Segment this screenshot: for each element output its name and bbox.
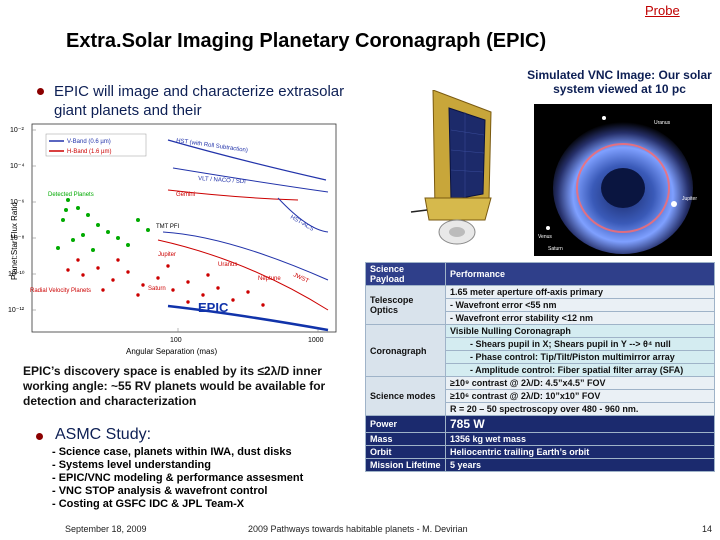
table-row: - Phase control: Tip/Tilt/Piston multimi… <box>366 350 715 364</box>
vnc-label: Saturn <box>548 246 563 252</box>
list-item: - EPIC/VNC modeling & performance assesm… <box>52 472 304 484</box>
table-row: Mission Lifetime 5 years <box>365 458 715 472</box>
row-value: Heliocentric trailing Earth’s orbit <box>445 445 715 459</box>
table-row: Telescope Optics 1.65 meter aperture off… <box>365 285 715 325</box>
epic-curve-label: EPIC <box>198 300 229 315</box>
table-row: - Shears pupil in X; Shears pupil in Y -… <box>366 337 715 351</box>
vnc-simulated-image: Uranus Jupiter Venus Saturn <box>534 104 712 256</box>
list-item: - Costing at GSFC IDC & JPL Team-X <box>52 498 245 510</box>
table-header: Science Payload <box>365 262 446 286</box>
table-row: ≥10⁶ contrast @ 2λ/D: 10”x10” FOV <box>366 389 715 403</box>
row-value: - Phase control: Tip/Tilt/Piston multimi… <box>445 350 715 364</box>
x-axis-label: Angular Separation (mas) <box>126 347 217 356</box>
vnc-caption: Simulated VNC Image: Our solar system vi… <box>527 68 712 96</box>
row-value: 1356 kg wet mass <box>445 432 715 446</box>
curve-label: TMT PFI <box>156 224 180 230</box>
footer-center: 2009 Pathways towards habitable planets … <box>248 524 468 534</box>
vnc-label: Uranus <box>654 120 671 126</box>
table-row: Power 785 W <box>365 415 715 433</box>
row-value: - Wavefront error stability <12 nm <box>445 311 715 325</box>
vnc-label: Jupiter <box>682 196 697 202</box>
spacecraft-illustration <box>405 89 510 250</box>
group-label: Radial Velocity Planets <box>30 288 91 294</box>
list-item: - Systems level understanding <box>52 459 211 471</box>
row-category: Orbit <box>365 445 446 459</box>
list-item: - Science case, planets within IWA, dust… <box>52 446 292 458</box>
table-row: - Wavefront error <55 nm <box>366 298 715 312</box>
y-tick: 10⁻¹⁰ <box>8 270 25 278</box>
row-value: ≥10⁹ contrast @ 2λ/D: 4.5”x4.5” FOV <box>445 376 715 390</box>
group-label: Uranus <box>218 262 237 268</box>
epic-bullet-text: EPIC will image and characterize extraso… <box>54 83 345 119</box>
table-row: - Amplitude control: Fiber spatial filte… <box>366 363 715 377</box>
curve-label: Gemini <box>176 192 195 198</box>
y-tick: 10⁻⁸ <box>10 235 24 242</box>
row-value: - Wavefront error <55 nm <box>445 298 715 312</box>
bullet-icon <box>37 88 44 95</box>
bullet-icon <box>36 433 43 440</box>
row-category: Telescope Optics <box>365 285 446 325</box>
performance-table: Science Payload Performance Telescope Op… <box>365 262 715 472</box>
table-row: Orbit Heliocentric trailing Earth’s orbi… <box>365 445 715 459</box>
row-value: - Shears pupil in X; Shears pupil in Y -… <box>445 337 715 351</box>
row-value: ≥10⁶ contrast @ 2λ/D: 10”x10” FOV <box>445 389 715 403</box>
row-category: Coronagraph <box>365 324 446 377</box>
group-label: Detected Planets <box>48 192 94 198</box>
legend-h-band: H-Band (1.6 µm) <box>67 149 111 155</box>
group-label: Jupiter <box>158 252 176 258</box>
footer-date: September 18, 2009 <box>65 524 147 534</box>
table-row: Mass 1356 kg wet mass <box>365 432 715 446</box>
row-value: 1.65 meter aperture off-axis primary <box>445 285 715 299</box>
row-category: Mass <box>365 432 446 446</box>
row-category: Power <box>365 415 446 433</box>
y-tick: 10⁻¹² <box>8 307 25 314</box>
row-value: - Amplitude control: Fiber spatial filte… <box>445 363 715 377</box>
legend-v-band: V-Band (0.6 µm) <box>67 139 111 145</box>
probe-link[interactable]: Probe <box>645 3 680 18</box>
y-tick: 10⁻⁴ <box>10 163 25 170</box>
vnc-label: Venus <box>538 234 552 240</box>
table-header-row: Science Payload Performance <box>365 262 715 286</box>
row-category: Science modes <box>365 376 446 416</box>
y-axis-label: Planet:Star Flux Ratio <box>10 202 19 280</box>
row-value: 5 years <box>445 458 715 472</box>
flux-ratio-plot: 10⁻² 10⁻⁴ 10⁻⁶ 10⁻⁸ 10⁻¹⁰ 10⁻¹² 100 1000… <box>8 120 338 360</box>
page-number: 14 <box>702 524 713 534</box>
x-tick: 1000 <box>308 337 324 344</box>
table-header: Performance <box>445 262 715 286</box>
row-category: Mission Lifetime <box>365 458 446 472</box>
asmc-list: - Science case, planets within IWA, dust… <box>52 446 303 511</box>
slide-title: Extra.Solar Imaging Planetary Coronagrap… <box>66 30 547 52</box>
group-label: Neptune <box>258 276 281 282</box>
row-value: R = 20 – 50 spectroscopy over 480 - 960 … <box>445 402 715 416</box>
y-tick: 10⁻⁶ <box>10 199 24 206</box>
discovery-text: EPIC’s discovery space is enabled by its… <box>23 364 326 408</box>
table-row: Coronagraph Visible Nulling Coronagraph <box>365 324 715 377</box>
group-label: Saturn <box>148 286 166 292</box>
table-row: R = 20 – 50 spectroscopy over 480 - 960 … <box>366 402 715 416</box>
asmc-title: ASMC Study: <box>55 426 152 443</box>
y-tick: 10⁻² <box>10 127 24 134</box>
table-row: Science modes ≥10⁹ contrast @ 2λ/D: 4.5”… <box>365 376 715 416</box>
list-item: - VNC STOP analysis & wavefront control <box>52 485 268 497</box>
row-value: Visible Nulling Coronagraph <box>445 324 715 338</box>
curve-label: VLT / NACO / SDI <box>198 176 246 185</box>
x-tick: 100 <box>170 337 182 344</box>
row-value: 785 W <box>445 415 715 433</box>
